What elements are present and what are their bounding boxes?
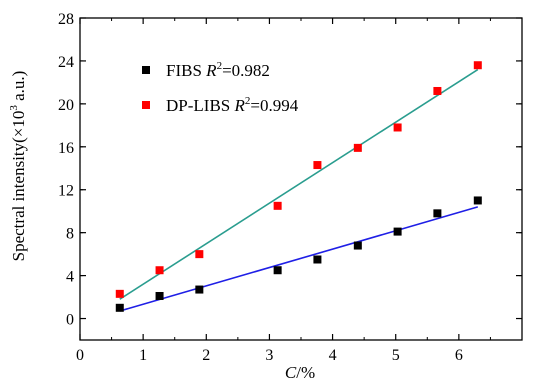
- data-point-dp-libs: [195, 250, 204, 259]
- x-tick-label: 3: [265, 347, 273, 364]
- y-tick-label: 20: [58, 97, 74, 114]
- legend-marker-dp-libs: [142, 101, 150, 109]
- data-markers: [115, 61, 482, 312]
- data-point-dp-libs: [115, 289, 124, 298]
- data-point-dp-libs: [433, 86, 442, 95]
- y-tick-label: 12: [58, 183, 74, 200]
- y-axis-label: Spectral intensity(×103 a.u.): [8, 71, 28, 262]
- data-point-dp-libs: [473, 61, 482, 70]
- data-point-fibs: [115, 303, 124, 312]
- y-axis: 0 4 8 12 16 20 24 28: [58, 11, 522, 329]
- legend-label-dp-libs: DP-LIBS R2=0.994: [166, 95, 299, 115]
- x-tick-label: 6: [455, 347, 463, 364]
- x-tick-label: 5: [392, 347, 400, 364]
- legend-label-fibs: FIBS R2=0.982: [166, 60, 270, 80]
- data-point-dp-libs: [313, 161, 322, 170]
- data-point-fibs: [473, 196, 482, 205]
- y-tick-label: 8: [66, 226, 74, 243]
- y-tick-label: 16: [58, 140, 74, 157]
- x-tick-label: 2: [202, 347, 210, 364]
- legend-marker-fibs: [142, 66, 150, 74]
- data-point-fibs: [155, 291, 164, 300]
- y-tick-label: 4: [66, 269, 74, 286]
- y-tick-label: 24: [58, 54, 74, 71]
- data-point-dp-libs: [393, 123, 402, 132]
- y-tick-label: 0: [66, 312, 74, 329]
- data-point-fibs: [433, 209, 442, 218]
- data-point-fibs: [195, 285, 204, 294]
- x-tick-label: 0: [76, 347, 84, 364]
- data-point-fibs: [273, 266, 282, 275]
- data-point-fibs: [393, 227, 402, 236]
- x-axis: 0 1 2 3 4 5 6: [76, 18, 491, 364]
- fit-lines: [119, 68, 479, 312]
- x-tick-label: 1: [139, 347, 147, 364]
- x-tick-label: 4: [329, 347, 337, 364]
- data-point-dp-libs: [273, 201, 282, 210]
- fit-line-fibs: [119, 206, 479, 312]
- data-point-fibs: [353, 241, 362, 250]
- legend: FIBS R2=0.982 DP-LIBS R2=0.994: [142, 60, 299, 115]
- y-tick-label: 28: [58, 11, 74, 28]
- data-point-fibs: [313, 255, 322, 264]
- data-point-dp-libs: [353, 143, 362, 152]
- fit-line-dp-libs: [119, 68, 479, 300]
- x-axis-label: C/%: [285, 363, 315, 382]
- data-point-dp-libs: [155, 266, 164, 275]
